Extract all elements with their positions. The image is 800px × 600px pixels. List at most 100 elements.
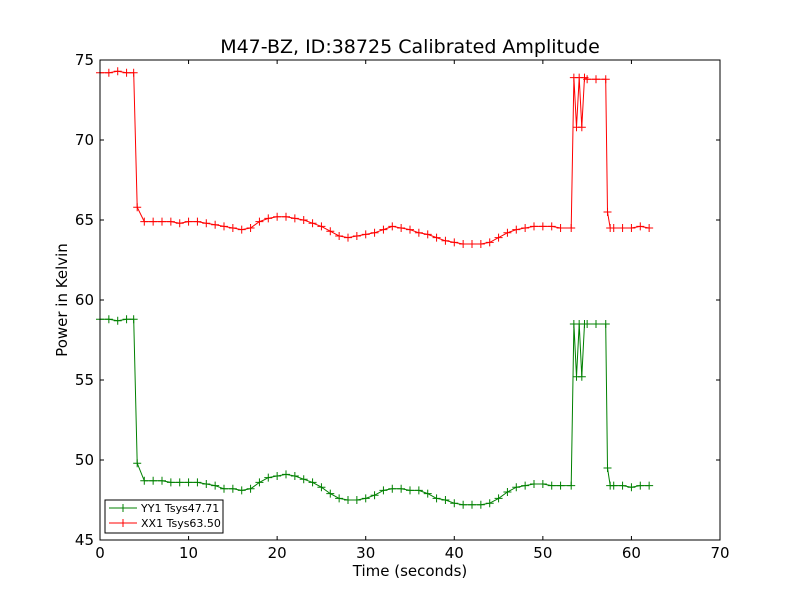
y-tick-label: 55 [75,371,94,389]
data-point-xx1 [264,214,273,223]
data-point-xx1 [450,238,459,247]
data-point-yy1 [264,473,273,482]
data-point-xx1 [583,75,592,84]
data-point-xx1 [538,222,547,231]
data-point-xx1 [609,224,618,232]
data-point-xx1 [414,228,423,237]
data-point-xx1 [149,217,158,226]
data-point-xx1 [485,238,494,247]
data-point-xx1 [299,216,308,224]
data-point-yy1 [317,483,326,492]
data-point-xx1 [290,214,299,223]
data-point-xx1 [133,203,142,212]
data-point-yy1 [290,472,299,480]
data-point-yy1 [104,315,113,324]
data-point-xx1 [158,217,166,226]
legend-entry-xx1: XX1 Tsys63.50 [109,517,221,530]
data-point-yy1 [601,320,610,328]
data-point-xx1 [423,230,432,239]
y-axis-label: Power in Kelvin [53,243,71,357]
data-point-yy1 [352,496,361,504]
x-axis-label: Time (seconds) [352,562,468,580]
x-tick-label: 70 [710,544,729,562]
data-point-xx1 [326,227,335,236]
data-point-xx1 [494,233,503,242]
data-point-yy1 [344,496,352,504]
x-tick-label: 50 [533,544,552,562]
data-point-yy1 [414,486,423,495]
data-point-xx1 [122,68,131,77]
data-point-yy1 [618,481,627,490]
data-point-xx1 [636,222,645,231]
data-point-yy1 [583,320,592,328]
data-point-yy1 [308,478,317,487]
data-point-xx1 [556,224,565,232]
data-point-xx1 [175,219,184,228]
data-point-yy1 [627,483,636,492]
data-point-yy1 [397,484,406,493]
data-point-xx1 [308,219,317,228]
x-tick-label: 20 [268,544,287,562]
data-point-xx1 [468,240,476,248]
data-point-yy1 [246,484,255,493]
data-point-yy1 [567,481,576,490]
data-point-yy1 [133,459,142,468]
legend: YY1 Tsys47.71 XX1 Tsys63.50 [104,499,224,534]
data-point-xx1 [361,230,370,239]
data-point-yy1 [370,491,379,500]
data-point-xx1 [618,224,627,232]
data-point-xx1 [228,224,237,232]
legend-label-xx1: XX1 Tsys63.50 [141,517,221,530]
data-point-xx1 [129,68,138,77]
x-axis: 0 10 20 30 40 50 60 70 [95,60,730,562]
data-point-yy1 [512,483,521,492]
data-point-xx1 [379,225,388,234]
data-point-yy1 [450,499,459,508]
data-point-xx1 [601,75,610,84]
data-point-xx1 [220,222,228,231]
y-tick-label: 70 [75,131,94,149]
x-tick-label: 40 [445,544,464,562]
data-point-yy1 [476,500,485,509]
data-point-yy1 [645,481,654,490]
legend-entry-yy1: YY1 Tsys47.71 [109,502,219,515]
series-line-yy1 [100,318,650,506]
y-axis: 45 50 55 60 65 70 75 [75,51,720,549]
data-point-xx1 [476,240,485,248]
y-tick-label: 50 [75,451,94,469]
data-point-yy1 [335,494,344,503]
data-point-yy1 [547,481,556,490]
data-point-xx1 [592,75,600,84]
data-point-xx1 [567,224,576,232]
data-point-yy1 [326,489,335,498]
data-point-xx1 [184,217,193,226]
data-point-yy1 [202,480,211,488]
data-point-yy1 [379,486,388,495]
data-point-yy1 [459,500,468,509]
data-point-yy1 [603,464,612,472]
data-point-yy1 [556,481,565,490]
data-point-yy1 [423,489,432,498]
data-point-yy1 [538,480,547,488]
y-tick-label: 75 [75,51,94,69]
data-point-xx1 [166,217,175,226]
data-point-xx1 [530,222,538,231]
data-point-xx1 [432,233,441,242]
data-point-yy1 [468,500,476,509]
data-point-xx1 [406,225,414,234]
data-point-xx1 [459,240,468,248]
data-point-xx1 [140,217,149,226]
data-point-yy1 [282,470,290,479]
data-point-yy1 [503,488,512,496]
x-tick-label: 0 [95,544,105,562]
data-point-yy1 [441,496,450,504]
data-point-yy1 [140,476,149,485]
data-point-xx1 [317,222,326,231]
data-point-yy1 [485,499,494,508]
plot-area [96,67,654,509]
data-point-yy1 [577,372,586,381]
data-point-xx1 [503,228,512,237]
data-point-yy1 [158,476,166,485]
data-point-yy1 [237,486,246,495]
